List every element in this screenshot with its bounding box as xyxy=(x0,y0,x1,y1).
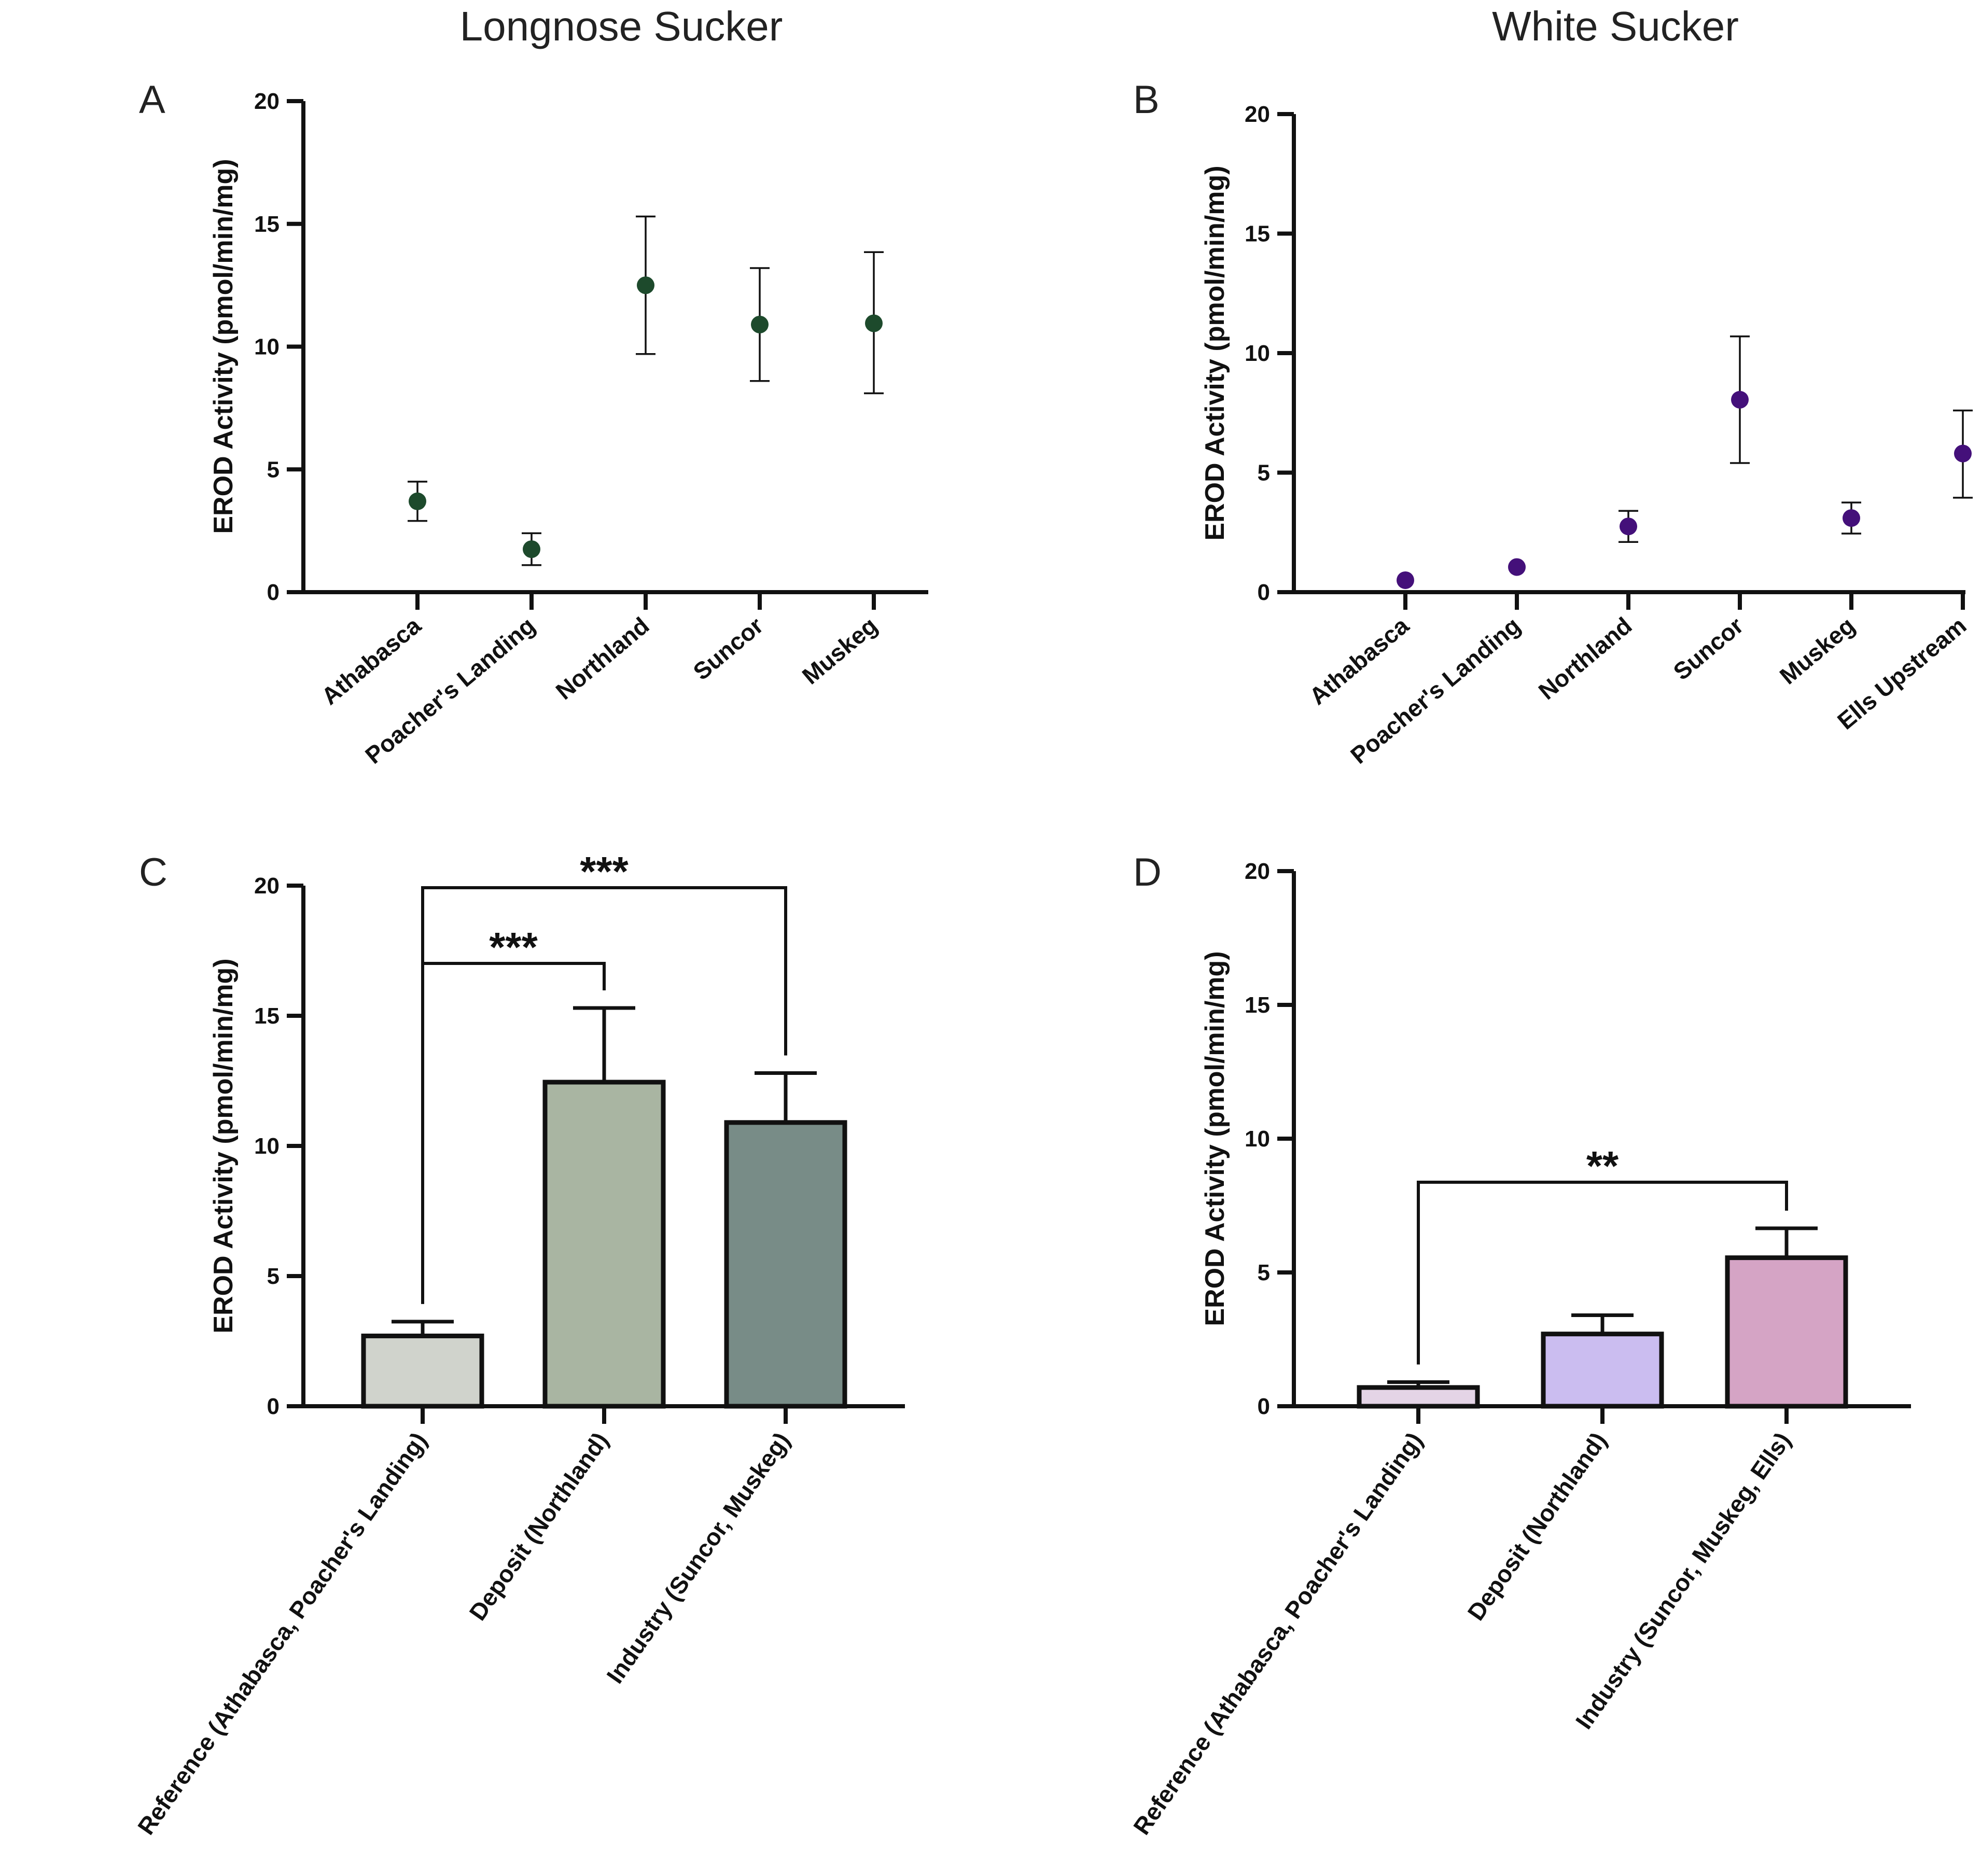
panel-letter-a: A xyxy=(139,78,165,122)
panel-letter-c: C xyxy=(139,850,168,894)
panel-b-scatter-white: B EROD Activity (pmol/min/mg) 0 5 10 15 20 Ath… xyxy=(1133,78,1973,769)
data-point xyxy=(1508,558,1526,576)
x-category-label: Muskeg xyxy=(797,612,883,690)
y-tick-label: 0 xyxy=(1258,580,1270,605)
data-point xyxy=(1397,571,1414,589)
data-point xyxy=(1731,390,1749,409)
significance-bracket xyxy=(421,886,787,1304)
x-category-label: Suncor xyxy=(688,612,769,685)
column-title-longnose: Longnose Sucker xyxy=(460,3,783,49)
y-tick-label: 20 xyxy=(254,873,280,899)
y-tick-label: 15 xyxy=(254,1003,280,1029)
panel-a-scatter-longnose: A EROD Activity (pmol/min/mg) 0 5 10 15 20 Ath… xyxy=(139,78,928,769)
bar xyxy=(361,1333,484,1409)
data-point xyxy=(523,540,540,558)
x-category-label: Reference (Athabasca, Poacher's Landing) xyxy=(132,1427,432,1840)
panel-letter-d: D xyxy=(1133,850,1162,894)
x-category-label: Reference (Athabasca, Poacher's Landing) xyxy=(1128,1427,1428,1840)
data-point xyxy=(409,492,426,510)
y-axis-title: EROD Activity (pmol/min/mg) xyxy=(1200,951,1230,1326)
y-tick-label: 10 xyxy=(1245,1126,1270,1152)
y-tick-label: 5 xyxy=(1258,1260,1270,1285)
y-tick-label: 20 xyxy=(254,89,280,114)
y-tick-label: 0 xyxy=(267,580,280,605)
x-category-label: Muskeg xyxy=(1775,612,1860,690)
y-axis-title: EROD Activity (pmol/min/mg) xyxy=(208,159,239,534)
y-tick-label: 5 xyxy=(267,1264,280,1289)
significance-label: *** xyxy=(580,848,629,894)
data-point xyxy=(1843,509,1860,527)
y-tick-label: 5 xyxy=(1258,460,1270,486)
x-category-label: Industry (Suncor, Muskeg) xyxy=(601,1427,795,1688)
significance-label: *** xyxy=(489,924,538,970)
data-point xyxy=(637,276,654,295)
bar xyxy=(724,1120,847,1409)
y-tick-label: 20 xyxy=(1245,102,1270,127)
data-point xyxy=(1954,444,1972,463)
significance-label: ** xyxy=(1586,1143,1619,1189)
y-axis-title: EROD Activity (pmol/min/mg) xyxy=(208,958,239,1333)
y-tick-label: 10 xyxy=(254,334,280,360)
panel-letter-b: B xyxy=(1133,78,1160,122)
x-category-label: Northland xyxy=(551,612,654,705)
data-point xyxy=(1620,517,1637,536)
x-category-label: Industry (Suncor, Muskeg, Ells) xyxy=(1570,1427,1796,1734)
y-axis-title: EROD Activity (pmol/min/mg) xyxy=(1200,165,1230,540)
significance-bracket xyxy=(1417,1181,1788,1365)
bar xyxy=(1725,1255,1848,1409)
x-category-label: Deposit (Northland) xyxy=(1462,1427,1612,1625)
y-tick-label: 0 xyxy=(1258,1394,1270,1419)
data-point xyxy=(865,314,883,332)
x-category-label: Athabasca xyxy=(1304,612,1414,710)
data-point xyxy=(751,315,769,333)
bar xyxy=(1541,1332,1664,1409)
bar xyxy=(1357,1385,1480,1409)
panel-c-bar-longnose: C EROD Activity (pmol/min/mg) 0 5 10 15 20 Ref… xyxy=(132,848,905,1840)
x-category-label: Athabasca xyxy=(316,612,426,710)
x-category-label: Deposit (Northland) xyxy=(464,1427,613,1625)
y-tick-label: 0 xyxy=(267,1394,280,1419)
panel-d-bar-white: D EROD Activity (pmol/min/mg) 0 5 10 15 20 Ref… xyxy=(1128,850,1911,1840)
y-tick-label: 10 xyxy=(1245,341,1270,366)
column-title-white: White Sucker xyxy=(1492,3,1739,49)
y-tick-label: 15 xyxy=(254,212,280,237)
y-tick-label: 20 xyxy=(1245,859,1270,884)
y-tick-label: 5 xyxy=(267,457,280,482)
x-category-label: Suncor xyxy=(1668,612,1749,685)
x-category-label: Northland xyxy=(1533,612,1637,705)
y-tick-label: 15 xyxy=(1245,221,1270,247)
bar xyxy=(542,1080,666,1409)
y-tick-label: 15 xyxy=(1245,992,1270,1018)
y-tick-label: 10 xyxy=(254,1133,280,1159)
